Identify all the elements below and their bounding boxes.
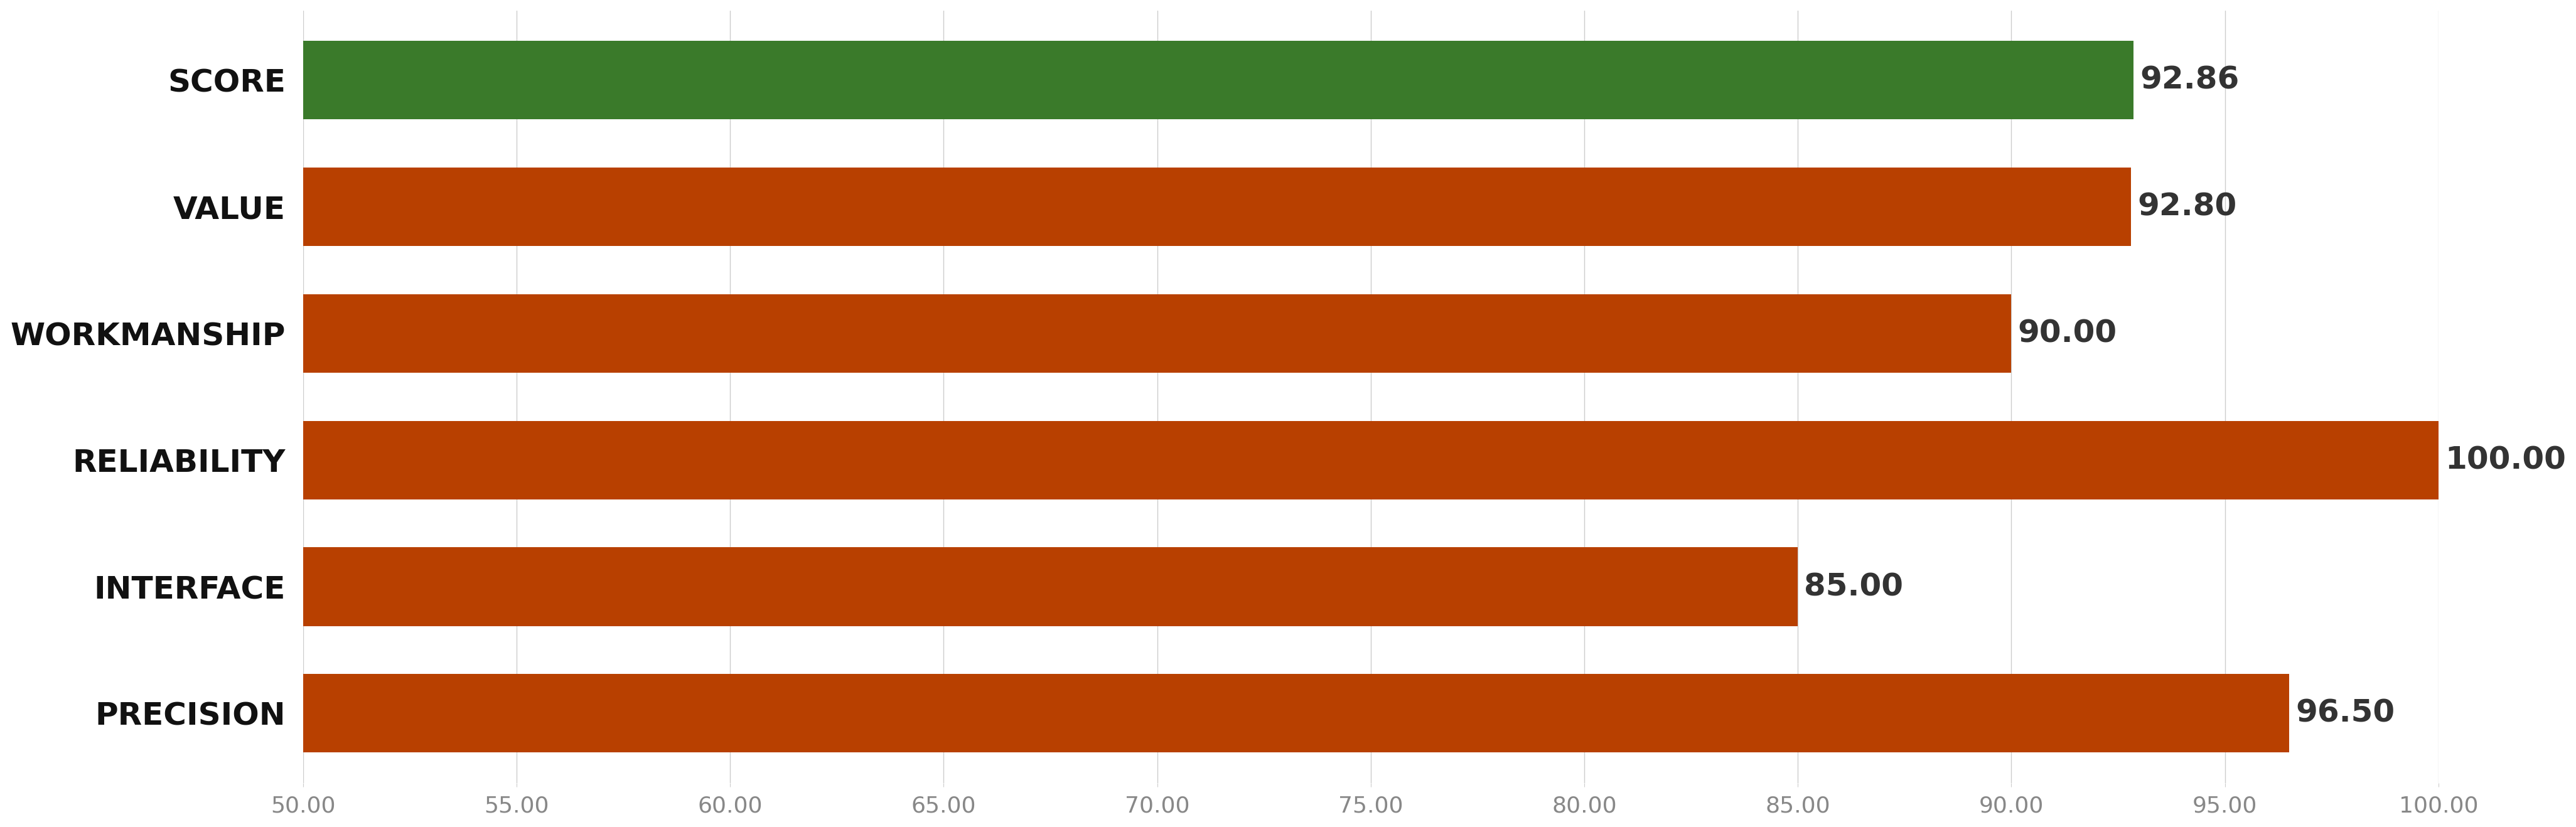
Bar: [304, 674, 2290, 753]
Bar: [304, 168, 2130, 246]
Bar: [304, 547, 1798, 626]
Bar: [304, 294, 2012, 373]
Text: 92.86: 92.86: [2141, 65, 2239, 95]
Text: 96.50: 96.50: [2295, 698, 2396, 729]
Bar: [304, 41, 2133, 119]
Text: 92.80: 92.80: [2138, 192, 2236, 222]
Text: 90.00: 90.00: [2017, 318, 2117, 348]
Text: 85.00: 85.00: [1803, 571, 1904, 602]
Text: 100.00: 100.00: [2445, 445, 2566, 476]
Bar: [304, 421, 2439, 500]
